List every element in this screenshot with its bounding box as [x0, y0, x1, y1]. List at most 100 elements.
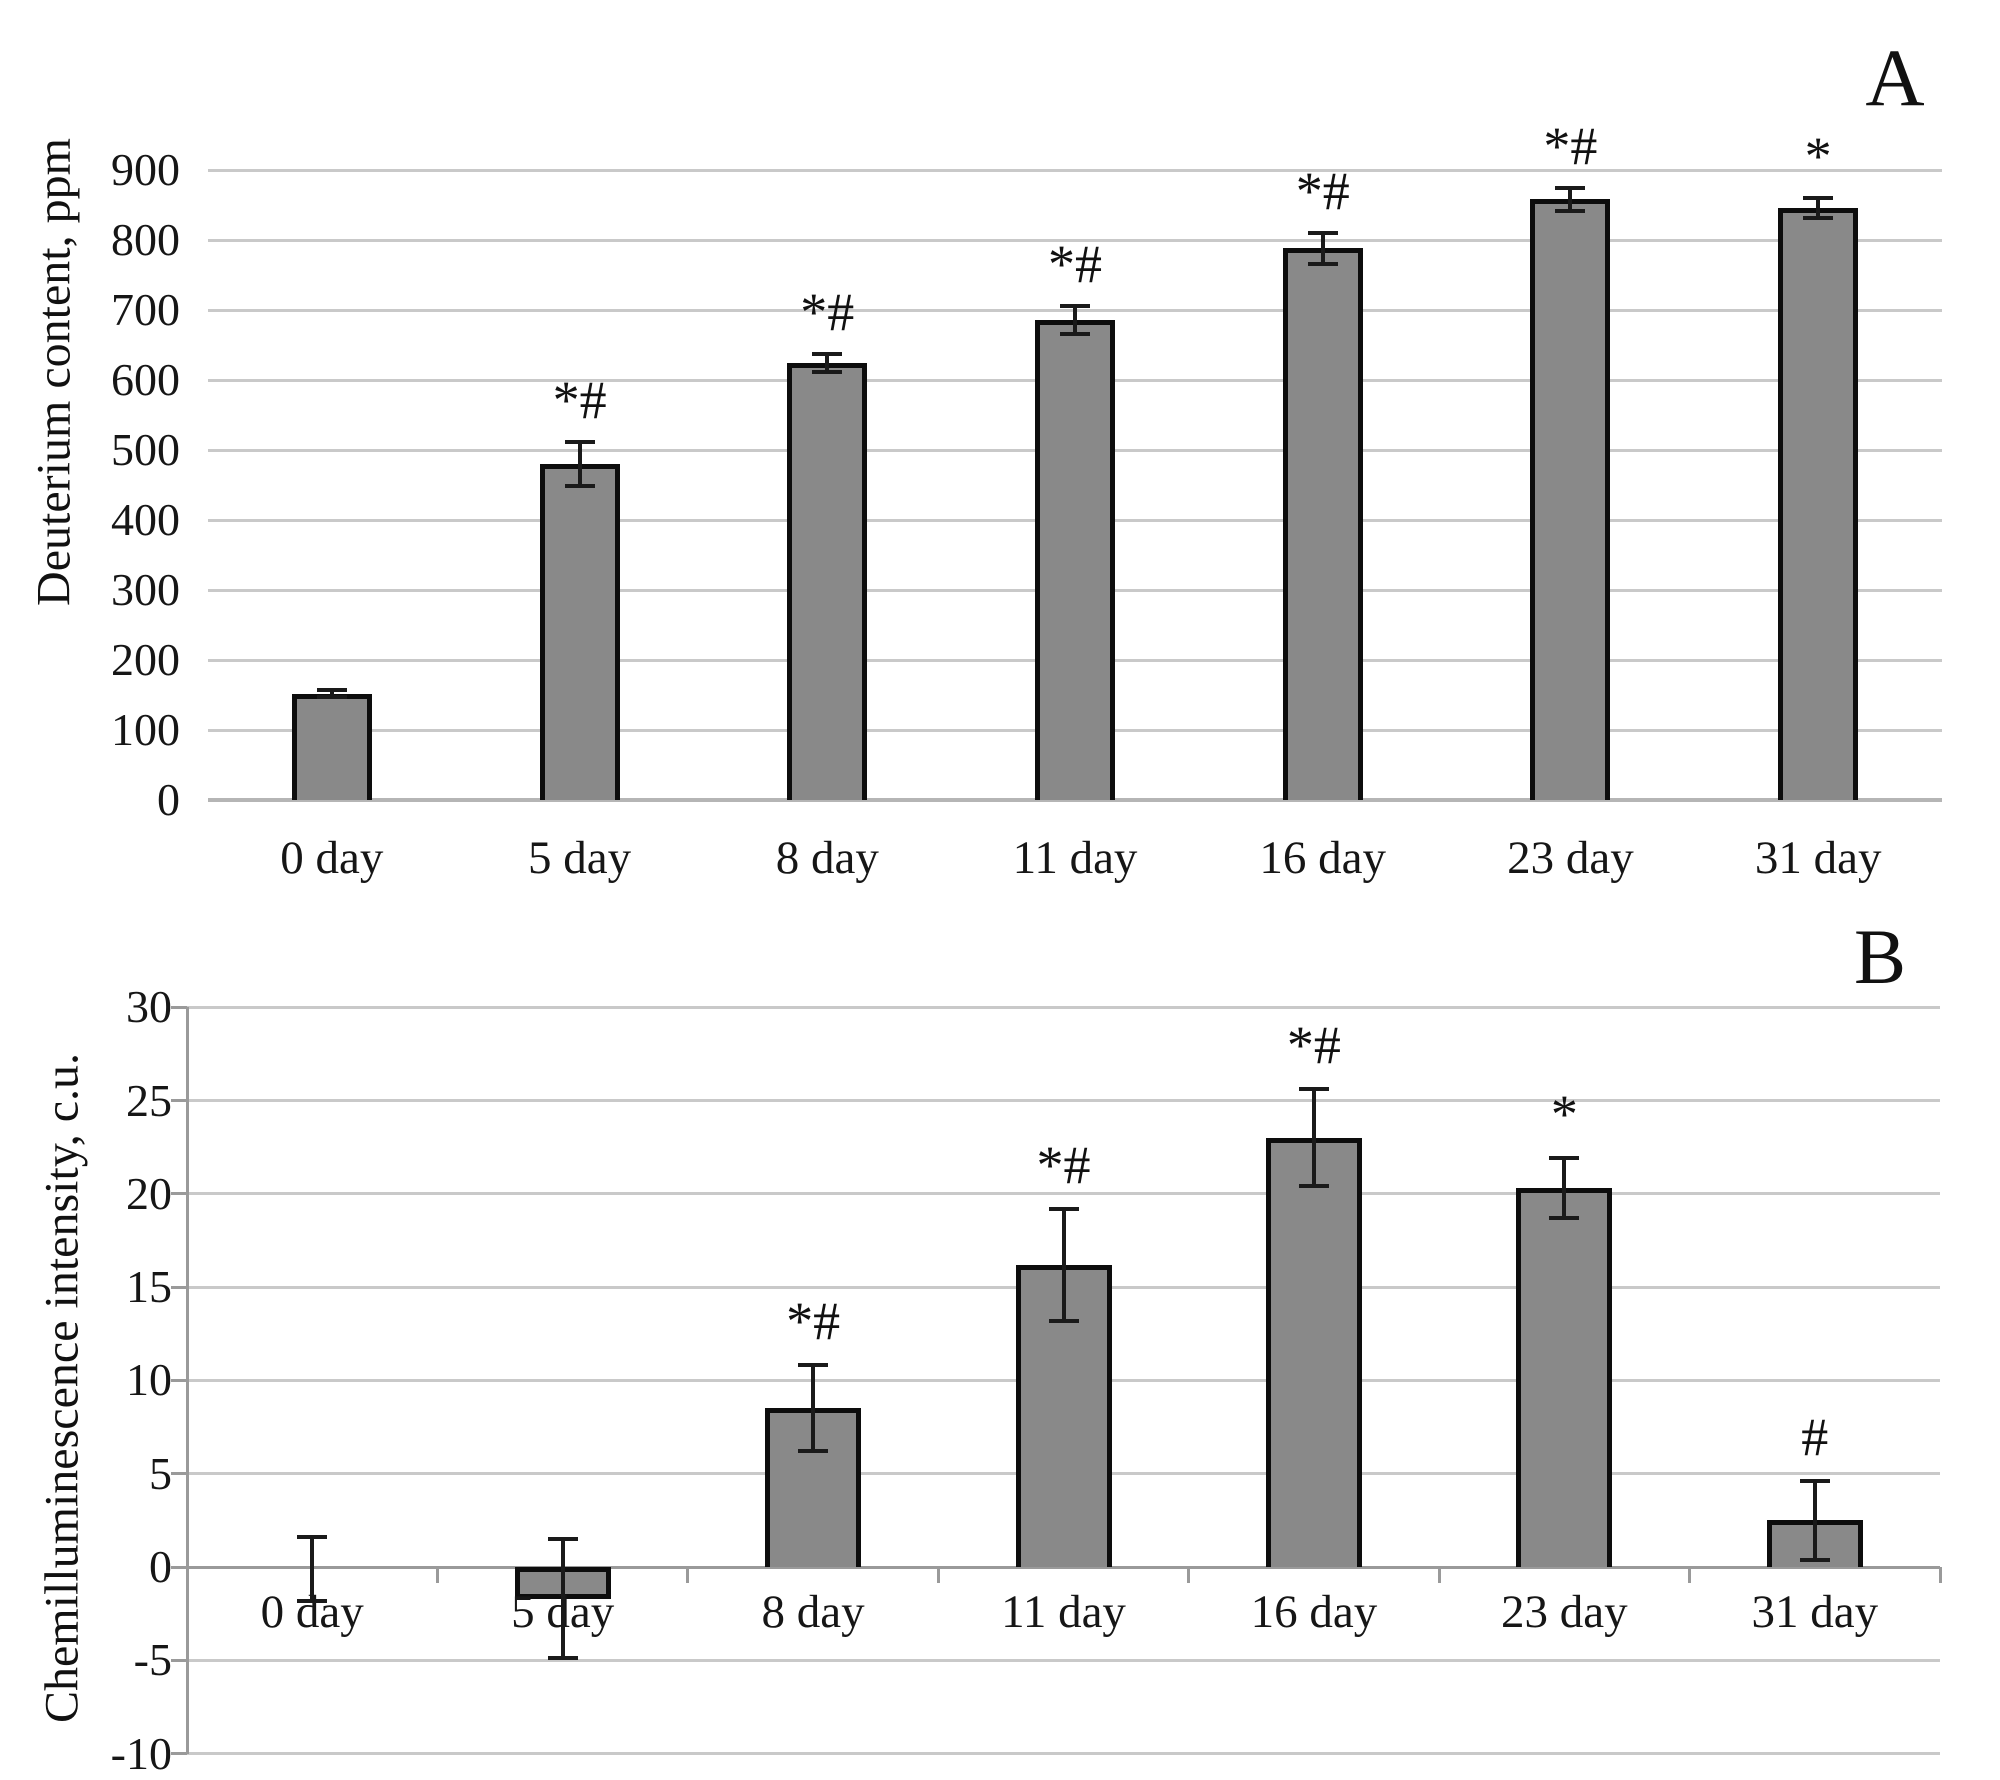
error-bar-line	[1061, 1208, 1066, 1321]
y-tick-label: 300	[111, 564, 180, 615]
y-tick-label: -10	[110, 1727, 172, 1779]
error-bar-cap-bottom	[297, 1598, 328, 1603]
x-category-label: 31 day	[1751, 1586, 1879, 1638]
bar	[787, 363, 868, 800]
gridline	[187, 1658, 1940, 1662]
x-category-label: 8 day	[761, 1586, 865, 1638]
significance-annotation: *#	[1048, 233, 1102, 294]
x-category-label: 16 day	[1250, 1586, 1378, 1638]
significance-annotation: *#	[1036, 1134, 1091, 1195]
significance-annotation: *#	[786, 1291, 841, 1352]
bar	[1778, 207, 1859, 800]
y-axis-tick	[171, 1472, 187, 1476]
error-bar-line	[811, 1365, 816, 1452]
error-bar-cap-top	[1549, 1156, 1580, 1161]
x-axis-zero-line	[208, 798, 1942, 802]
error-bar-cap-bottom	[316, 695, 347, 700]
error-bar-cap-top	[1555, 186, 1586, 191]
error-bar-cap-bottom	[812, 370, 843, 375]
y-tick-label: 200	[111, 634, 180, 685]
significance-annotation: *#	[1295, 161, 1350, 221]
error-bar-cap-top	[1799, 1479, 1830, 1484]
y-tick-label: 15	[126, 1261, 172, 1313]
bar	[1516, 1188, 1613, 1567]
error-bar-line	[310, 1537, 315, 1601]
significance-annotation: *	[1804, 126, 1832, 186]
error-bar-cap-bottom	[547, 1656, 578, 1661]
error-bar-cap-bottom	[564, 483, 595, 488]
error-bar-line	[1073, 305, 1077, 334]
error-bar-cap-top	[1298, 1087, 1329, 1092]
x-category-label: 23 day	[1507, 832, 1634, 884]
error-bar-cap-bottom	[1298, 1184, 1329, 1189]
x-axis-tick	[435, 1567, 439, 1583]
bar	[1282, 248, 1363, 800]
error-bar-line	[1562, 1158, 1567, 1219]
x-category-label: 5 day	[528, 832, 632, 884]
y-tick-label: 5	[149, 1447, 172, 1499]
significance-annotation: *	[1550, 1084, 1578, 1145]
gridline	[208, 238, 1942, 242]
y-tick-label: 700	[111, 284, 180, 335]
error-bar-line	[1311, 1089, 1316, 1187]
y-axis-tick	[171, 1099, 187, 1102]
panel-b-letter: B	[1853, 913, 1907, 1000]
significance-annotation: *#	[552, 370, 607, 431]
y-tick-label: 0	[157, 774, 180, 825]
gridline	[187, 1099, 1940, 1102]
x-category-label: 11 day	[1001, 1586, 1126, 1638]
y-tick-label: 20	[126, 1167, 172, 1219]
error-bar-line	[1816, 198, 1821, 218]
significance-annotation: *#	[1543, 116, 1598, 177]
error-bar-line	[825, 354, 830, 373]
y-tick-label: 30	[126, 981, 172, 1033]
x-axis-tick	[1938, 1567, 1942, 1583]
error-bar-cap-bottom	[1799, 1557, 1830, 1562]
y-axis-tick	[171, 1752, 187, 1756]
error-bar-cap-top	[547, 1537, 578, 1541]
y-tick-label: 900	[111, 144, 180, 195]
panel-a-letter: A	[1865, 32, 1925, 123]
y-tick-label: 500	[111, 424, 180, 475]
gridline	[208, 168, 1942, 172]
x-category-label: 11 day	[1012, 832, 1138, 884]
error-bar-cap-bottom	[1803, 215, 1834, 220]
y-axis-tick	[171, 1565, 187, 1569]
bar	[291, 693, 372, 800]
x-axis-tick	[1688, 1567, 1692, 1583]
error-bar-cap-top	[297, 1535, 328, 1540]
error-bar-cap-top	[1048, 1206, 1079, 1211]
error-bar-cap-top	[316, 688, 347, 693]
error-bar-cap-top	[1803, 196, 1834, 200]
error-bar-cap-top	[1060, 303, 1090, 308]
y-tick-label: 10	[126, 1354, 172, 1406]
error-bar-line	[329, 690, 334, 698]
x-axis-tick	[936, 1567, 940, 1583]
error-bar-cap-bottom	[1060, 331, 1090, 336]
error-bar-cap-bottom	[1048, 1318, 1079, 1323]
error-bar-cap-bottom	[798, 1449, 829, 1454]
x-category-label: 16 day	[1259, 832, 1387, 884]
x-axis-tick	[185, 1567, 189, 1583]
error-bar-line	[1320, 233, 1325, 264]
y-axis-tick	[171, 1378, 187, 1382]
gridline	[187, 1005, 1940, 1009]
x-category-label: 31 day	[1754, 832, 1882, 884]
error-bar-cap-top	[564, 440, 595, 445]
significance-annotation: *#	[1286, 1015, 1341, 1076]
y-axis-tick	[171, 1192, 187, 1196]
error-bar-cap-bottom	[1555, 208, 1586, 213]
error-bar-line	[1812, 1481, 1817, 1560]
bar	[539, 464, 620, 800]
y-axis-tick	[171, 1005, 187, 1009]
y-axis-line	[185, 1007, 189, 1754]
x-category-label: 23 day	[1501, 1586, 1628, 1638]
error-bar-cap-top	[812, 352, 843, 357]
gridline	[187, 1752, 1940, 1756]
x-axis-tick	[1187, 1567, 1191, 1583]
y-axis-tick	[171, 1658, 187, 1662]
gridline	[187, 1192, 1940, 1196]
y-tick-label: 100	[111, 704, 180, 755]
x-axis-tick	[686, 1567, 690, 1583]
